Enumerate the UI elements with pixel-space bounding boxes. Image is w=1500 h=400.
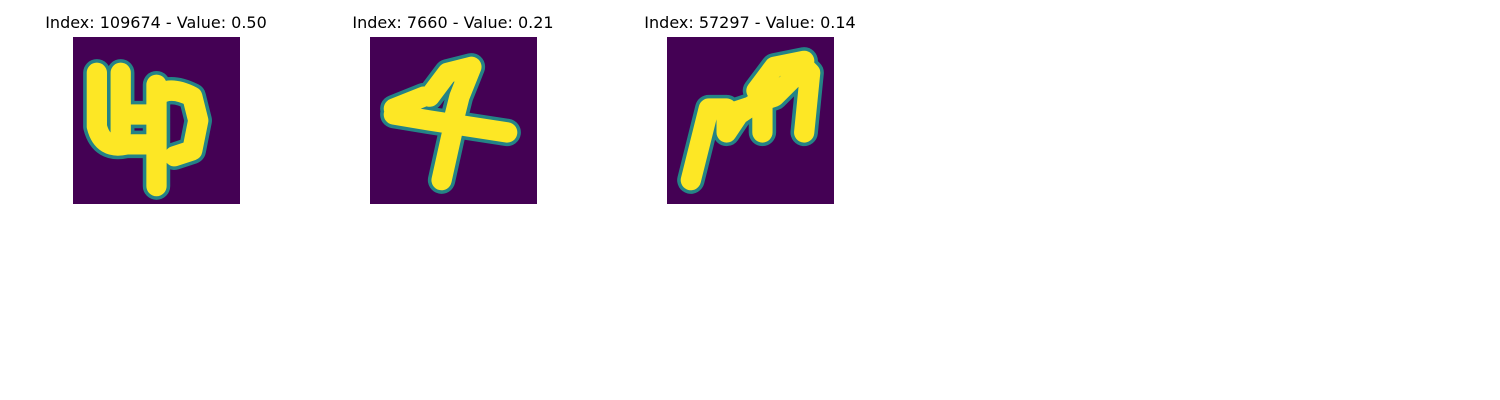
sample-panel-1: Index: 109674 - Value: 0.50 — [26, 0, 286, 210]
panel-title: Index: 57297 - Value: 0.14 — [644, 13, 856, 32]
sample-panel-3: Index: 57297 - Value: 0.14 — [620, 0, 880, 210]
panel-title: Index: 7660 - Value: 0.21 — [352, 13, 554, 32]
digit-image-1 — [73, 37, 240, 204]
panel-title: Index: 109674 - Value: 0.50 — [45, 13, 267, 32]
digit-image-2 — [370, 37, 537, 204]
digit-image-3 — [667, 37, 834, 204]
sample-panel-2: Index: 7660 - Value: 0.21 — [323, 0, 583, 210]
